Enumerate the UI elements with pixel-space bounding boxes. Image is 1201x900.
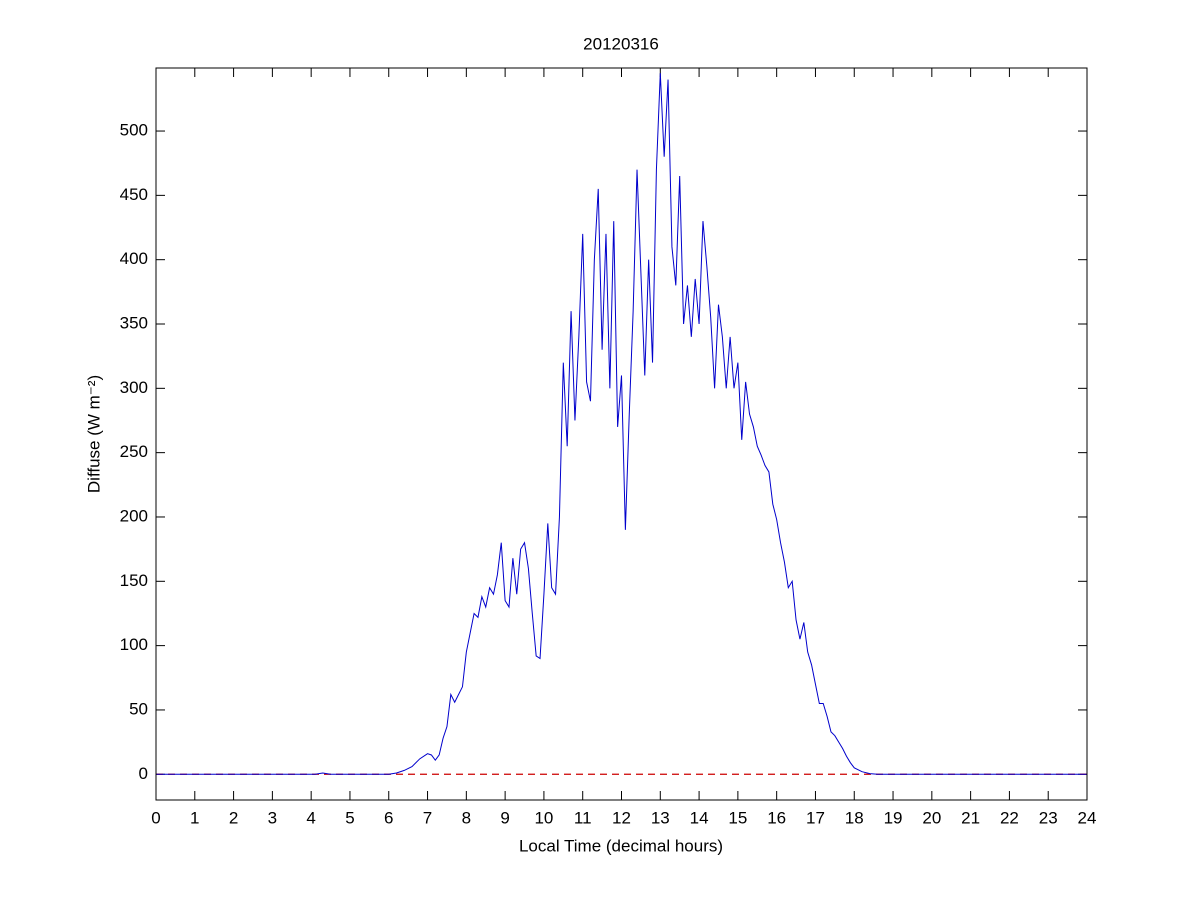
y-tick-label: 200 bbox=[120, 506, 148, 525]
y-tick-label: 350 bbox=[120, 313, 148, 332]
x-tick-label: 4 bbox=[306, 808, 315, 827]
x-tick-label: 17 bbox=[806, 808, 825, 827]
x-tick-label: 6 bbox=[384, 808, 393, 827]
y-tick-label: 50 bbox=[129, 699, 148, 718]
x-tick-label: 3 bbox=[268, 808, 277, 827]
x-tick-label: 14 bbox=[690, 808, 709, 827]
plot-frame bbox=[155, 67, 1088, 801]
x-tick-label: 19 bbox=[884, 808, 903, 827]
x-tick-label: 20 bbox=[922, 808, 941, 827]
x-axis-label: Local Time (decimal hours) bbox=[519, 836, 723, 855]
x-tick-label: 5 bbox=[345, 808, 354, 827]
chart-title: 20120316 bbox=[583, 34, 659, 53]
x-tick-label: 1 bbox=[190, 808, 199, 827]
x-tick-label: 22 bbox=[1000, 808, 1019, 827]
y-tick-label: 0 bbox=[139, 764, 148, 783]
x-tick-label: 9 bbox=[500, 808, 509, 827]
data-line bbox=[156, 73, 1087, 775]
x-tick-label: 13 bbox=[651, 808, 670, 827]
y-tick-label: 300 bbox=[120, 378, 148, 397]
y-tick-label: 100 bbox=[120, 635, 148, 654]
x-tick-label: 0 bbox=[151, 808, 160, 827]
y-axis-label: Diffuse (W m⁻²) bbox=[84, 375, 103, 493]
x-tick-label: 12 bbox=[612, 808, 631, 827]
y-tick-label: 250 bbox=[120, 442, 148, 461]
x-tick-label: 10 bbox=[534, 808, 553, 827]
y-tick-label: 150 bbox=[120, 571, 148, 590]
x-tick-label: 23 bbox=[1039, 808, 1058, 827]
x-tick-label: 11 bbox=[574, 808, 592, 827]
x-tick-label: 2 bbox=[229, 808, 238, 827]
y-tick-label: 500 bbox=[120, 121, 148, 140]
x-tick-label: 21 bbox=[961, 808, 980, 827]
x-tick-label: 15 bbox=[728, 808, 747, 827]
y-tick-label: 400 bbox=[120, 249, 148, 268]
x-tick-label: 16 bbox=[767, 808, 786, 827]
x-tick-label: 8 bbox=[462, 808, 471, 827]
y-tick-label: 450 bbox=[120, 185, 148, 204]
x-tick-label: 18 bbox=[845, 808, 864, 827]
x-tick-label: 7 bbox=[423, 808, 432, 827]
x-tick-label: 24 bbox=[1078, 808, 1097, 827]
